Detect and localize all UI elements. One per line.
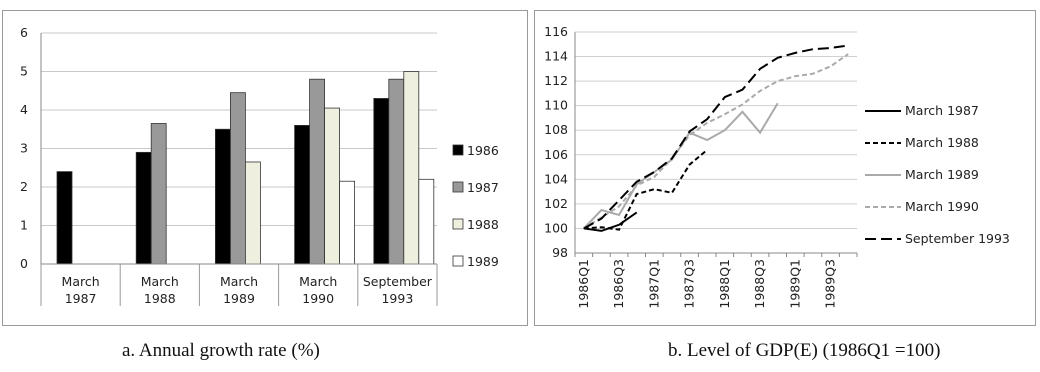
series-line <box>583 44 849 230</box>
y-tick-label: 114 <box>544 49 568 64</box>
bar <box>373 98 390 265</box>
bar <box>339 180 356 265</box>
y-tick-label: 110 <box>544 98 568 113</box>
category-label: March <box>62 274 100 289</box>
category-label: 1988 <box>144 291 176 306</box>
legend-label: 1989 <box>467 254 499 269</box>
x-tick-label: 1988Q1 <box>717 259 732 309</box>
legend-swatch <box>452 144 464 156</box>
x-tick-label: 1989Q1 <box>787 259 802 309</box>
category-label: September <box>363 274 433 289</box>
bar <box>214 128 231 265</box>
y-tick-label: 100 <box>544 220 568 235</box>
y-tick-label: 112 <box>544 73 568 88</box>
category-label: 1993 <box>381 291 413 306</box>
y-tick-label: 108 <box>544 122 568 137</box>
bar <box>229 92 246 265</box>
legend-label: 1987 <box>467 180 499 195</box>
legend-swatch <box>452 181 464 193</box>
x-tick-label: 1987Q1 <box>646 259 661 309</box>
legend-label: 1986 <box>467 143 499 158</box>
x-tick-label: 1989Q3 <box>823 259 838 309</box>
category-label: 1990 <box>302 291 334 306</box>
line-chart-panel: 98 100 102 104 106 108 110 112 114 116 1986Q1 1986Q… <box>534 10 1036 326</box>
series-line <box>583 149 708 231</box>
bar <box>294 125 311 265</box>
y-tick-label: 1 <box>20 218 28 233</box>
category-label: March <box>299 274 337 289</box>
legend-label: September 1993 <box>905 231 1010 246</box>
category-label: 1989 <box>223 291 255 306</box>
y-tick-label: 6 <box>20 25 28 40</box>
y-tick-label: 106 <box>544 147 568 162</box>
x-tick-label: 1986Q1 <box>576 259 591 309</box>
bar <box>56 171 73 265</box>
x-tick-label: 1986Q3 <box>611 259 626 309</box>
legend-swatch <box>452 255 464 267</box>
category-label: March <box>141 274 179 289</box>
y-tick-label: 0 <box>20 256 28 271</box>
legend-label: 1988 <box>467 217 499 232</box>
y-tick-label: 98 <box>552 245 568 260</box>
growth-rate-bar-chart: 0 1 2 3 4 5 6 March 1987 March 1988 March 1989 March 1… <box>20 25 499 306</box>
bar-chart-panel: 0 1 2 3 4 5 6 March 1987 March 1988 March 1989 March 1… <box>2 10 528 326</box>
y-tick-label: 2 <box>20 179 28 194</box>
bar <box>135 151 152 265</box>
y-tick-label: 4 <box>20 102 28 117</box>
legend-label: March 1990 <box>905 199 979 214</box>
legend-label: March 1987 <box>905 103 979 118</box>
bar <box>244 161 261 265</box>
line-chart-caption: b. Level of GDP(E) (1986Q1 =100) <box>668 340 941 361</box>
legend-label: March 1989 <box>905 167 979 182</box>
y-tick-label: 3 <box>20 141 28 156</box>
bar <box>309 78 326 265</box>
bar <box>403 71 420 265</box>
x-tick-label: 1987Q3 <box>682 259 697 309</box>
gdp-level-line-chart: 98 100 102 104 106 108 110 112 114 116 1986Q1 1986Q… <box>544 24 1010 309</box>
bar <box>418 178 435 265</box>
category-label: March <box>220 274 258 289</box>
y-tick-label: 116 <box>544 24 568 39</box>
y-tick-label: 104 <box>544 171 568 186</box>
category-label: 1987 <box>65 291 97 306</box>
bar-chart-caption: a. Annual growth rate (%) <box>122 340 320 361</box>
legend-swatch <box>452 218 464 230</box>
x-tick-label: 1988Q3 <box>752 259 767 309</box>
y-tick-label: 5 <box>20 64 28 79</box>
bar <box>388 78 405 265</box>
y-tick-label: 102 <box>544 196 568 211</box>
bar <box>150 123 167 265</box>
legend-label: March 1988 <box>905 135 979 150</box>
series-line <box>583 53 849 230</box>
bar <box>324 107 341 265</box>
